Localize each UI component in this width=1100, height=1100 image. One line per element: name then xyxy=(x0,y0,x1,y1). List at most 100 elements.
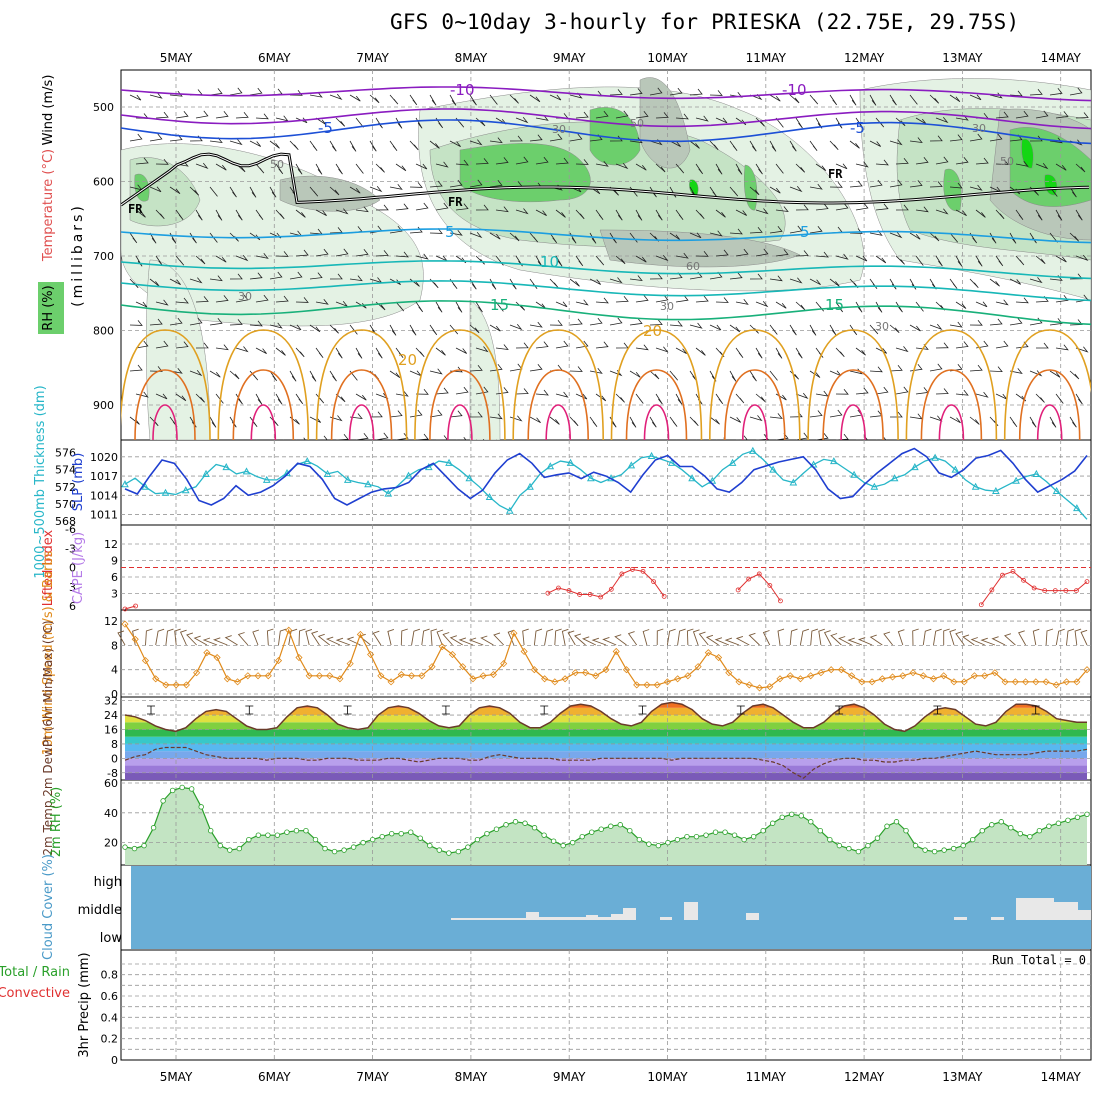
upper-wind-barb xyxy=(695,115,709,122)
wind10-barb xyxy=(818,628,825,646)
upper-wind-barb xyxy=(489,232,501,240)
cloud-ytick: middle xyxy=(78,903,122,918)
thickness-ytick: 572 xyxy=(55,481,76,494)
upper-wind-barb xyxy=(329,370,337,382)
upper-wind-barb xyxy=(489,413,503,420)
date-label-top: 10MAY xyxy=(647,51,688,65)
upper-wind-barb xyxy=(349,140,357,152)
upper-wind-barb xyxy=(309,91,323,98)
upper-wind-barb xyxy=(489,324,501,332)
temp2m-ytick: 8 xyxy=(111,738,118,751)
rh2m-point xyxy=(1008,825,1014,831)
wind10-point xyxy=(172,681,180,689)
cloud-bar xyxy=(684,902,698,920)
wind10-point xyxy=(520,647,528,656)
wind10-barb xyxy=(224,635,238,646)
rh2m-point xyxy=(1017,830,1024,837)
upper-wind-barb xyxy=(589,278,602,285)
rh-contour-label: 50 xyxy=(270,158,284,171)
upper-wind-barb xyxy=(1035,163,1049,170)
upper-wind-barb xyxy=(255,209,264,220)
upper-wind-barb xyxy=(349,94,361,102)
upper-wind-barb xyxy=(349,275,363,282)
thickness-point xyxy=(1012,476,1020,484)
upper-wind-barb xyxy=(669,320,683,327)
isotherm-line xyxy=(121,119,1091,145)
isotherm-warm xyxy=(414,329,506,440)
wind10-barb xyxy=(582,636,596,646)
thickness-point xyxy=(242,467,251,475)
upper-wind-barb xyxy=(495,117,507,125)
upper-wind-barb xyxy=(715,209,726,218)
upper-wind-barb xyxy=(935,116,949,124)
upper-wind-barb xyxy=(755,393,766,403)
upper-wind-barb xyxy=(1036,342,1049,349)
upper-wind-barb xyxy=(509,323,523,331)
isotherm-orange xyxy=(134,369,196,440)
upper-wind-barb xyxy=(515,255,523,267)
upper-wind-barb xyxy=(1049,318,1063,326)
upper-wind-barb xyxy=(735,209,748,216)
cloud-bar xyxy=(623,908,636,920)
upper-wind-barb xyxy=(1029,89,1043,96)
cloud-bar xyxy=(660,917,672,920)
upper-wind-barb xyxy=(509,135,523,142)
isotherm-label: -10 xyxy=(782,81,807,99)
thickness-point xyxy=(911,463,919,471)
upper-wind-barb xyxy=(749,324,759,334)
upper-wind-barb xyxy=(409,324,417,336)
isotherm-hot xyxy=(545,404,571,440)
upper-wind-barb xyxy=(709,416,720,425)
upper-wind-barb xyxy=(989,366,1003,373)
upper-wind-barb xyxy=(469,179,483,188)
upper-wind-barb xyxy=(615,110,629,119)
cloud-ylabel: Cloud Cover (%) xyxy=(41,854,56,960)
upper-wind-barb xyxy=(709,370,717,382)
wind10-barb xyxy=(436,629,444,646)
upper-wind-barb xyxy=(889,94,897,106)
upper-wind-barb xyxy=(915,255,924,266)
upper-wind-barb xyxy=(235,209,243,221)
upper-wind-barb xyxy=(429,324,438,336)
rh2m-point xyxy=(1036,828,1043,834)
upper-wind-barb xyxy=(1035,209,1043,221)
upper-wind-barb xyxy=(569,416,579,427)
upper-wind-barb xyxy=(535,341,549,349)
upper-wind-barb xyxy=(629,137,643,144)
upper-wind-barb xyxy=(789,324,797,336)
upper-wind-barb xyxy=(689,232,702,239)
upper-wind-barb xyxy=(715,249,729,257)
minmax-marker xyxy=(638,705,647,715)
wind10-point xyxy=(837,666,845,674)
upper-wind-barb xyxy=(536,439,537,440)
rh2m-point xyxy=(408,829,414,835)
wind10-barb xyxy=(962,634,975,646)
wind10-point xyxy=(991,669,999,677)
wind10-point xyxy=(612,647,620,656)
thickness-ytick: 574 xyxy=(55,464,76,477)
upper-wind-barb xyxy=(415,202,429,211)
date-label-bottom: 5MAY xyxy=(160,1070,193,1084)
precip-ytick: 0.4 xyxy=(101,1011,119,1024)
upper-wind-barb xyxy=(609,277,623,284)
upper-wind-barb xyxy=(155,393,168,400)
upper-wind-barb xyxy=(215,344,229,351)
upper-wind-barb xyxy=(575,159,589,165)
upper-wind-barb xyxy=(875,255,887,264)
thickness-point xyxy=(546,462,555,470)
upper-wind-barb xyxy=(955,389,969,396)
rh-contour-label: 50 xyxy=(630,117,644,130)
rh2m-point xyxy=(627,828,633,834)
wind10-point xyxy=(367,650,375,659)
rh2m-point xyxy=(531,825,538,831)
upper-wind-barb xyxy=(1075,209,1083,221)
upper-wind-barb xyxy=(395,251,409,258)
upper-wind-barb xyxy=(195,296,209,303)
upper-wind-barb xyxy=(289,140,299,150)
lifted-point xyxy=(746,576,752,582)
wind10-point xyxy=(448,650,457,659)
rh2m-point xyxy=(1074,814,1081,820)
wind10-point xyxy=(735,678,743,686)
lifted-point xyxy=(651,579,656,585)
rh2m-point xyxy=(579,833,585,840)
